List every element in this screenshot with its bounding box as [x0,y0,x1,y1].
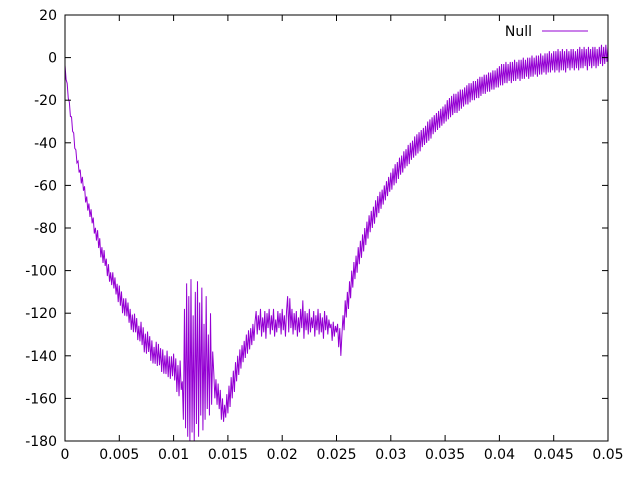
plot-border [64,14,609,442]
x-tick-label: 0.035 [425,447,465,463]
x-tick-label: 0 [61,447,70,463]
y-tick-label: -180 [25,434,57,450]
y-tick-label: -20 [34,93,57,109]
y-tick-label: -80 [34,221,57,237]
y-tick-label: -100 [25,264,57,280]
legend: Null [505,24,588,40]
y-tick-label: -40 [34,136,57,152]
x-tick-label: 0.045 [534,447,574,463]
legend-label: Null [505,24,532,40]
y-tick-label: -160 [25,391,57,407]
x-tick-label: 0.05 [592,447,623,463]
series-line-null [64,44,609,442]
x-tick-label: 0.02 [267,447,298,463]
x-tick-label: 0.01 [158,447,189,463]
x-tick-label: 0.015 [208,447,248,463]
axis-ticks: 0 0.005 0.01 0.015 0.02 0.025 0.03 0.035 0.04 0.0… [25,8,623,463]
x-tick-label: 0.04 [484,447,515,463]
x-tick-label: 0.03 [375,447,406,463]
y-tick-label: 0 [48,51,57,67]
y-tick-label: 20 [39,8,57,24]
x-tick-label: 0.005 [99,447,139,463]
y-tick-label: -140 [25,349,57,365]
x-tick-label: 0.025 [316,447,356,463]
y-tick-label: -120 [25,306,57,322]
y-tick-label: -60 [34,178,57,194]
